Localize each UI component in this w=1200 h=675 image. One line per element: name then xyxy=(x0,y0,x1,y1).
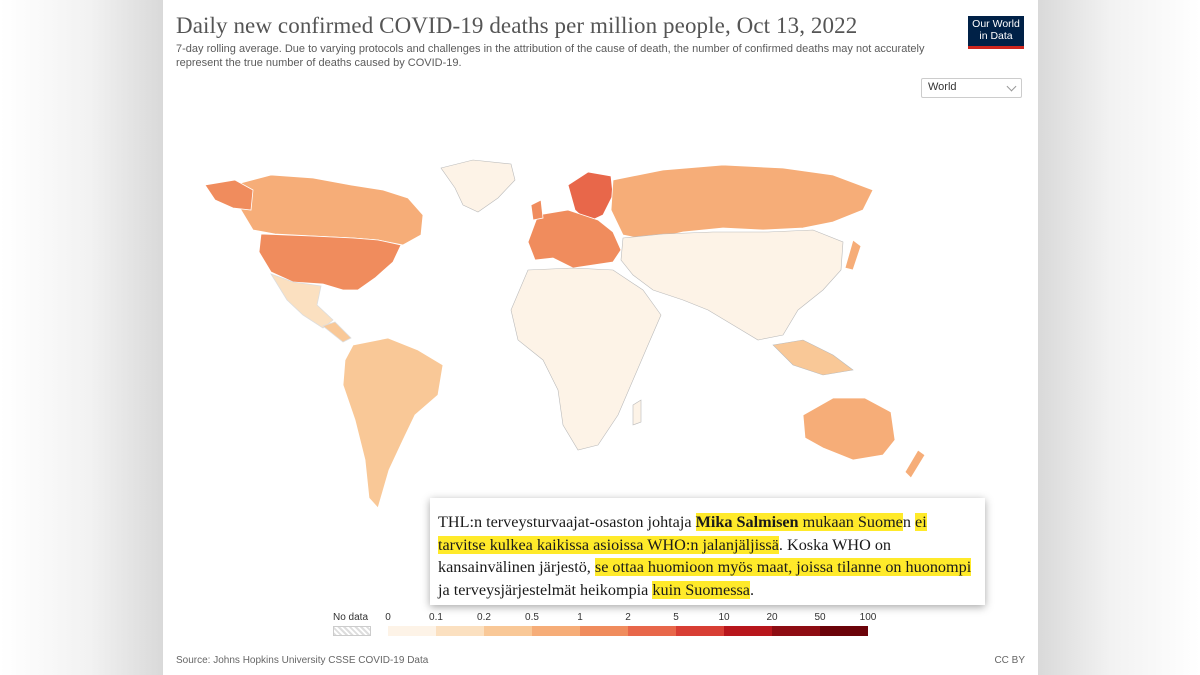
legend-bin xyxy=(676,626,724,636)
quote-part-4: n xyxy=(902,513,916,531)
legend-tick-label: 100 xyxy=(859,612,877,623)
chart-title: Daily new confirmed COVID-19 deaths per … xyxy=(176,13,858,38)
legend-bin xyxy=(628,626,676,636)
quote-highlight-name: Mika Salmisen mukaan Suome xyxy=(695,513,903,531)
legend-tick-label: 1 xyxy=(577,612,583,623)
map-region-canada[interactable] xyxy=(232,174,424,246)
legend-tick-label: 0.5 xyxy=(525,612,539,623)
quote-highlight-1: mukaan Suome xyxy=(798,513,903,531)
quote-highlight-3: se ottaa huomioon myös maat, joissa tila… xyxy=(594,558,972,576)
left-backdrop xyxy=(0,0,163,675)
map-region-nordic[interactable] xyxy=(567,171,614,223)
legend-ticks: 0 0.1 0.2 0.5 1 2 5 10 20 50 100 xyxy=(385,612,878,624)
legend-no-data-label: No data xyxy=(333,612,369,623)
right-backdrop xyxy=(1038,0,1200,675)
map-region-southeast-asia[interactable] xyxy=(772,339,854,376)
quote-part-10: . xyxy=(749,580,755,599)
map-region-south-america[interactable] xyxy=(342,337,444,509)
legend-tick-label: 0.2 xyxy=(477,612,491,623)
quote-highlight-4: kuin Suomessa xyxy=(652,580,750,599)
legend-tick-label: 0 xyxy=(385,612,391,623)
legend-bin xyxy=(532,626,580,636)
region-select[interactable]: World xyxy=(921,78,1022,98)
quote-part-8: ja terveysjärjestelmät heikompia xyxy=(438,580,653,599)
quote-part-6: . Koska WHO on kansainvälinen järjestö, xyxy=(438,535,892,577)
owid-logo[interactable]: Our World in Data xyxy=(968,16,1024,49)
logo-line-1: Our World xyxy=(972,18,1020,30)
map-region-greenland[interactable] xyxy=(440,159,516,213)
legend-bins xyxy=(388,626,868,636)
legend-tick-label: 50 xyxy=(814,612,826,623)
map-region-alaska[interactable] xyxy=(204,179,254,211)
legend-bin xyxy=(436,626,484,636)
map-region-asia[interactable] xyxy=(620,229,844,341)
legend-bin xyxy=(388,626,436,636)
region-select-value: World xyxy=(928,81,957,93)
map-region-russia[interactable] xyxy=(610,164,874,241)
map-region-new-zealand[interactable] xyxy=(904,449,926,479)
chevron-down-icon xyxy=(1006,81,1017,92)
legend-tick-label: 2 xyxy=(625,612,631,623)
legend-bin xyxy=(580,626,628,636)
world-map[interactable] xyxy=(193,150,933,525)
legend-tick-label: 0.1 xyxy=(429,612,443,623)
source-note: Source: Johns Hopkins University CSSE CO… xyxy=(176,655,429,666)
legend-tick-label: 20 xyxy=(766,612,778,623)
legend-bin xyxy=(724,626,772,636)
map-region-australia[interactable] xyxy=(802,397,896,461)
map-region-mexico[interactable] xyxy=(270,273,334,329)
legend-tick-label: 5 xyxy=(673,612,679,623)
quote-bold-name: Mika Salmisen xyxy=(695,513,799,531)
quote-overlay: THL:n terveysturvaajat-osaston johtaja M… xyxy=(430,498,985,605)
map-region-usa[interactable] xyxy=(258,233,402,291)
logo-line-2: in Data xyxy=(979,29,1013,42)
map-region-central-america[interactable] xyxy=(322,321,352,343)
legend-bin xyxy=(484,626,532,636)
legend-bin xyxy=(772,626,820,636)
chart-subtitle: 7-day rolling average. Due to varying pr… xyxy=(176,43,925,69)
map-region-uk[interactable] xyxy=(530,199,544,221)
map-region-madagascar[interactable] xyxy=(632,399,642,426)
map-region-japan[interactable] xyxy=(844,239,862,271)
legend-bin xyxy=(820,626,868,636)
legend-no-data-swatch xyxy=(333,626,371,636)
legend-tick-label: 10 xyxy=(718,612,730,623)
map-region-europe[interactable] xyxy=(527,209,622,269)
map-region-africa[interactable] xyxy=(510,267,662,451)
license-label[interactable]: CC BY xyxy=(994,655,1025,666)
quote-part-1: THL:n terveysturvaajat-osaston johtaja xyxy=(438,513,696,531)
